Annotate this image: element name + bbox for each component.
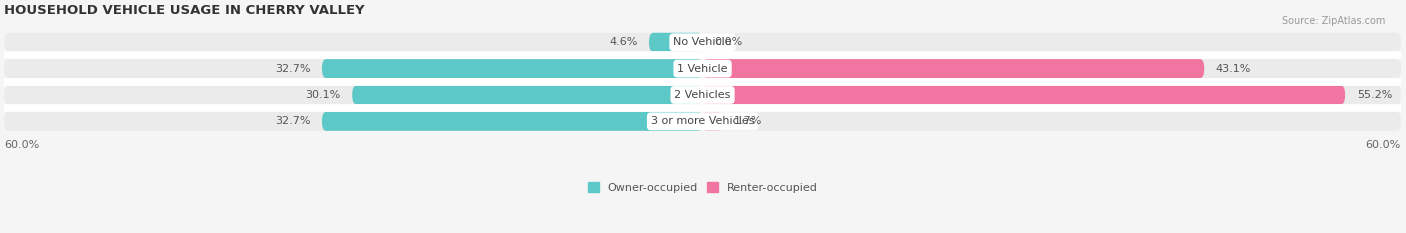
FancyBboxPatch shape <box>4 59 1400 78</box>
Text: 55.2%: 55.2% <box>1357 90 1392 100</box>
FancyBboxPatch shape <box>703 86 1346 104</box>
Text: Source: ZipAtlas.com: Source: ZipAtlas.com <box>1281 16 1385 26</box>
FancyBboxPatch shape <box>703 112 723 131</box>
Text: 0.0%: 0.0% <box>714 37 742 47</box>
Legend: Owner-occupied, Renter-occupied: Owner-occupied, Renter-occupied <box>583 178 823 197</box>
FancyBboxPatch shape <box>703 59 1205 78</box>
Text: 1 Vehicle: 1 Vehicle <box>678 64 728 74</box>
FancyBboxPatch shape <box>322 59 703 78</box>
FancyBboxPatch shape <box>4 112 1400 131</box>
Text: 2 Vehicles: 2 Vehicles <box>675 90 731 100</box>
FancyBboxPatch shape <box>4 86 1400 104</box>
Text: 43.1%: 43.1% <box>1216 64 1251 74</box>
Text: 32.7%: 32.7% <box>274 116 311 126</box>
FancyBboxPatch shape <box>322 112 703 131</box>
Text: 60.0%: 60.0% <box>4 140 39 150</box>
Text: 32.7%: 32.7% <box>274 64 311 74</box>
FancyBboxPatch shape <box>650 33 703 52</box>
Text: 1.7%: 1.7% <box>734 116 762 126</box>
Text: HOUSEHOLD VEHICLE USAGE IN CHERRY VALLEY: HOUSEHOLD VEHICLE USAGE IN CHERRY VALLEY <box>4 4 364 17</box>
Text: 30.1%: 30.1% <box>305 90 340 100</box>
FancyBboxPatch shape <box>352 86 703 104</box>
Text: 4.6%: 4.6% <box>609 37 637 47</box>
Text: No Vehicle: No Vehicle <box>673 37 733 47</box>
FancyBboxPatch shape <box>4 33 1400 52</box>
Text: 60.0%: 60.0% <box>1365 140 1400 150</box>
Text: 3 or more Vehicles: 3 or more Vehicles <box>651 116 754 126</box>
